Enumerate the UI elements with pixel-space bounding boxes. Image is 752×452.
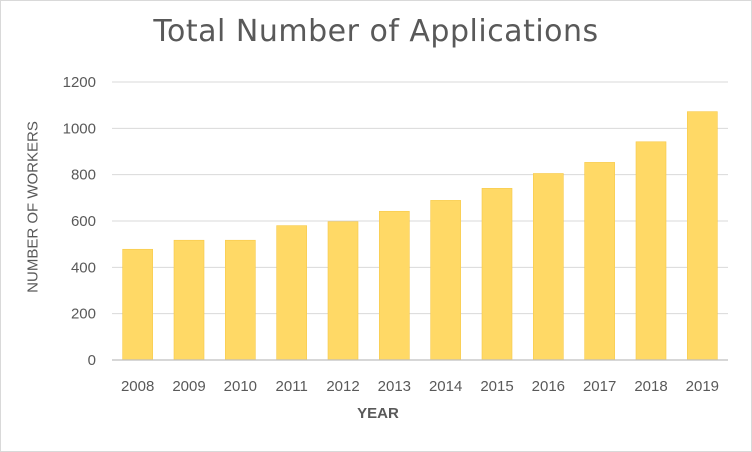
x-tick-label: 2011 [276,378,308,395]
y-tick-label: 1000 [63,120,96,137]
bar-2014 [430,200,461,361]
y-tick-label: 1200 [63,74,96,91]
y-tick-label: 400 [71,259,96,276]
x-tick-label: 2015 [480,378,513,395]
x-tick-label: 2017 [583,378,616,395]
x-tick-label: 2008 [121,378,154,395]
x-tick-labels: 2008 2009 2010 2011 2012 2013 2014 2015 2016 2017… [121,378,719,395]
bar-2019 [687,111,718,361]
chart-title: Total Number of Applications [153,14,599,49]
x-tick-label: 2019 [686,378,719,395]
bar-2008 [122,248,153,361]
y-tick-label: 800 [71,167,96,184]
bar-2009 [173,239,205,361]
bar-2011 [276,225,307,361]
x-tick-label: 2009 [172,378,205,395]
y-tick-label: 200 [71,306,96,323]
y-tick-label: 0 [88,352,96,369]
x-tick-label: 2016 [532,378,565,395]
x-tick-label: 2012 [326,378,359,395]
x-tick-label: 2018 [634,378,667,395]
bar-2018 [635,141,667,361]
gridlines [112,81,728,315]
bar-2010 [225,239,256,361]
bar-2017 [584,162,615,361]
y-tick-label: 600 [71,213,96,230]
bar-2015 [481,188,513,361]
y-tick-labels: 0 200 400 600 800 1000 1200 [63,74,96,369]
bar-2016 [533,173,564,361]
bars [122,111,718,361]
bar-2012 [327,221,359,361]
x-tick-label: 2013 [378,378,411,395]
x-axis-title: YEAR [357,405,399,422]
bar-2013 [379,210,410,361]
x-tick-label: 2010 [224,378,257,395]
x-tick-label: 2014 [429,378,462,395]
